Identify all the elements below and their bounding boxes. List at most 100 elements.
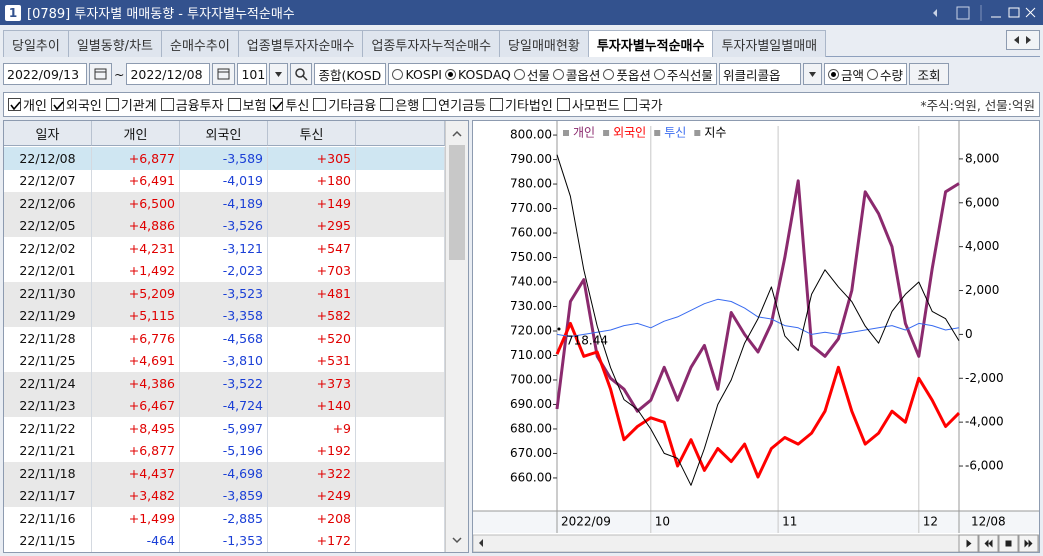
y-tick-label: 720.00 xyxy=(510,323,552,337)
checkbox[interactable] xyxy=(490,98,503,111)
start-date[interactable]: 2022/09/13 xyxy=(3,63,87,85)
market-radio[interactable]: 주식선물 xyxy=(653,65,713,84)
value-cell: +6,500 xyxy=(92,192,180,215)
column-header[interactable]: 외국인 xyxy=(180,121,268,146)
option-dropdown[interactable] xyxy=(802,63,822,85)
code-input[interactable]: 101 xyxy=(237,63,268,85)
radio-circle[interactable] xyxy=(603,68,615,80)
table-row[interactable]: 22/11/29 +5,115 -3,358 +582 xyxy=(4,304,445,327)
checkbox[interactable] xyxy=(160,98,174,111)
table-row[interactable]: 22/11/25 +4,691 -3,810 +531 xyxy=(4,349,445,372)
end-date[interactable]: 2022/12/08 xyxy=(126,63,211,85)
table-row[interactable]: 22/11/16 +1,499 -2,885 +208 xyxy=(4,507,445,530)
table-row[interactable]: 22/11/23 +6,467 -4,724 +140 xyxy=(4,394,445,417)
tab[interactable]: 당일추이 xyxy=(3,30,69,57)
scroll-thumb[interactable] xyxy=(449,145,465,260)
chart-scrollbar[interactable] xyxy=(472,534,1040,553)
weekly-option-select[interactable]: 위클리콜옵 xyxy=(718,63,801,85)
checkbox[interactable] xyxy=(380,98,394,111)
checkbox[interactable] xyxy=(270,98,284,111)
empty-cell xyxy=(356,484,445,507)
radio-circle[interactable] xyxy=(552,68,564,80)
market-radio[interactable]: 콜옵션 xyxy=(552,65,600,84)
investor-checkbox[interactable]: 금융투자 xyxy=(160,95,224,114)
calendar-button[interactable] xyxy=(89,63,112,85)
date-cell: 22/11/18 xyxy=(4,462,92,485)
market-radio[interactable]: KOSDAQ xyxy=(445,67,511,82)
investor-checkbox[interactable]: 기관계 xyxy=(105,95,157,114)
market-radio[interactable]: KOSPI xyxy=(392,67,442,82)
investor-checkbox[interactable]: 외국인 xyxy=(50,95,102,114)
radio-circle[interactable] xyxy=(392,68,404,80)
investor-checkbox[interactable]: 기타금융 xyxy=(313,95,376,114)
table-row[interactable]: 22/12/02 +4,231 -3,121 +547 xyxy=(4,237,445,260)
checkbox[interactable] xyxy=(556,98,570,111)
table-row[interactable]: 22/11/21 +6,877 -5,196 +192 xyxy=(4,439,445,462)
tab[interactable]: 당일매매현황 xyxy=(499,30,589,57)
column-header[interactable]: 개인 xyxy=(92,121,180,146)
tab[interactable]: 일별동향/차트 xyxy=(67,30,162,57)
tab-scroll[interactable] xyxy=(1006,30,1040,50)
investor-checkbox[interactable]: 투신 xyxy=(270,95,309,114)
check-mark xyxy=(53,101,64,111)
investor-checkbox[interactable]: 기타법인 xyxy=(490,95,553,114)
table-row[interactable]: 22/11/18 +4,437 -4,698 +322 xyxy=(4,462,445,485)
column-header[interactable]: 투신 xyxy=(268,121,356,146)
code-dropdown[interactable] xyxy=(269,63,289,85)
checkbox[interactable] xyxy=(423,98,437,111)
market-radio[interactable]: 풋옵션 xyxy=(603,65,651,84)
radio-circle[interactable] xyxy=(513,68,525,80)
checkbox[interactable] xyxy=(50,98,64,111)
table-row[interactable]: 22/12/08 +6,877 -3,589 +305 xyxy=(4,147,445,170)
table-row[interactable]: 22/11/22 +8,495 -5,997 +9 xyxy=(4,417,445,440)
value-cell: -3,523 xyxy=(180,282,268,305)
window-controls[interactable] xyxy=(929,3,1039,23)
table-row[interactable]: 22/11/30 +5,209 -3,523 +481 xyxy=(4,282,445,305)
table-row[interactable]: 22/12/06 +6,500 -4,189 +149 xyxy=(4,192,445,215)
calendar-button[interactable] xyxy=(212,63,236,85)
tab[interactable]: 업종별투자자순매수 xyxy=(237,30,364,57)
investor-checkbox[interactable]: 개인 xyxy=(8,95,47,114)
date-cell: 22/11/25 xyxy=(4,349,92,372)
radio-circle[interactable] xyxy=(445,68,456,80)
checkbox[interactable] xyxy=(8,98,21,111)
radio-circle[interactable] xyxy=(866,68,878,80)
market-radio[interactable]: 선물 xyxy=(513,65,550,84)
checkbox[interactable] xyxy=(227,98,241,111)
series-line xyxy=(556,298,960,338)
date-cell: 22/12/02 xyxy=(4,237,92,260)
checkbox[interactable] xyxy=(313,98,327,111)
chart-annotation: 718.44 xyxy=(566,334,608,348)
tab[interactable]: 순매수추이 xyxy=(160,30,239,57)
tab[interactable]: 투자자별누적순매수 xyxy=(587,30,714,57)
radio-circle[interactable] xyxy=(653,68,665,80)
tab[interactable]: 업종투자자누적순매수 xyxy=(362,30,501,57)
unit-radio[interactable]: 금액 xyxy=(827,65,864,84)
investor-checkbox[interactable]: 보험 xyxy=(227,95,266,114)
market-select[interactable]: 종합(KOSD xyxy=(314,63,387,85)
query-button[interactable]: 조회 xyxy=(908,63,949,85)
table-scrollbar[interactable] xyxy=(445,121,468,552)
checkbox[interactable] xyxy=(105,98,119,111)
value-cell: +4,437 xyxy=(92,462,180,485)
table-row[interactable]: 22/12/07 +6,491 -4,019 +180 xyxy=(4,169,445,192)
table-row[interactable]: 22/12/05 +4,886 -3,526 +295 xyxy=(4,214,445,237)
investor-checkbox[interactable]: 은행 xyxy=(380,95,419,114)
radio-circle[interactable] xyxy=(827,68,839,80)
value-cell: -4,189 xyxy=(180,192,268,215)
table-row[interactable]: 22/11/24 +4,386 -3,522 +373 xyxy=(4,372,445,395)
tab[interactable]: 투자자별일별매매 xyxy=(712,30,827,57)
investor-checkbox[interactable]: 연기금등 xyxy=(423,95,486,114)
search-button[interactable] xyxy=(290,63,313,85)
table-row[interactable]: 22/12/01 +1,492 -2,023 +703 xyxy=(4,259,445,282)
table-row[interactable]: 22/11/15 -464 -1,353 +172 xyxy=(4,529,445,552)
checkbox[interactable] xyxy=(623,98,637,111)
table-row[interactable]: 22/11/17 +3,482 -3,859 +249 xyxy=(4,484,445,507)
unit-radio[interactable]: 수량 xyxy=(866,65,903,84)
series-line xyxy=(555,321,961,479)
table-row[interactable]: 22/11/28 +6,776 -4,568 +520 xyxy=(4,327,445,350)
column-header[interactable]: 일자 xyxy=(4,121,92,146)
investor-checkbox[interactable]: 사모펀드 xyxy=(556,95,620,114)
y2-tick-label: 4,000 xyxy=(965,239,999,253)
investor-checkbox[interactable]: 국가 xyxy=(623,95,663,114)
